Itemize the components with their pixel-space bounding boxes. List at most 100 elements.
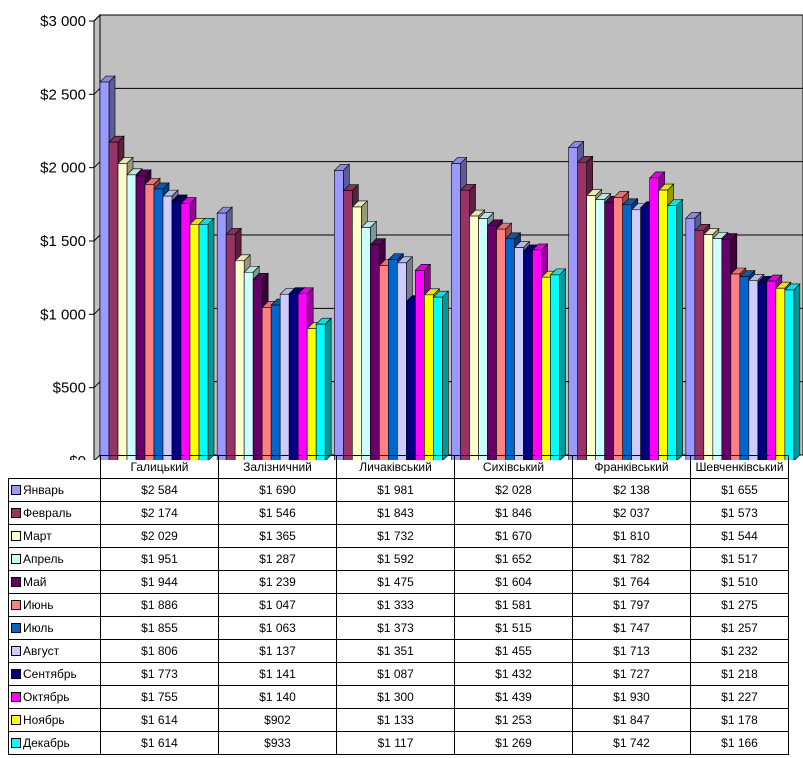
gridline-side [93,234,101,242]
data-label: $1 742 [572,731,691,755]
category-label: Галицький [100,455,219,479]
bar-front [604,201,614,460]
data-label: $933 [218,731,337,755]
bar-side [793,283,801,460]
data-label: $1 727 [572,662,691,686]
legend-swatch [11,600,21,610]
data-label: $1 732 [336,524,455,548]
bar-front [748,280,759,460]
bar-side [324,317,332,460]
data-label: $1 517 [690,547,789,571]
data-label: $1 137 [218,639,337,663]
data-label: $1 782 [572,547,691,571]
bar-front [460,189,470,460]
data-label: $1 755 [100,685,219,709]
legend-swatch [11,554,21,564]
bar-front [478,218,488,460]
bar-front [361,227,371,460]
data-label: $1 930 [572,685,691,709]
bar-front [135,175,146,460]
data-label: $2 028 [454,478,573,502]
data-label: $2 037 [572,501,691,525]
data-label: $1 475 [336,570,455,594]
bar-side [442,290,449,460]
bar-front [667,205,677,460]
data-label: $1 604 [454,570,573,594]
bar-front [712,238,723,460]
data-label: $1 166 [690,731,789,755]
bar-side [676,198,683,460]
data-label: $1 455 [454,639,573,663]
table-row: Август $1 806 $1 137 $1 351 $1 455 $1 713 $1 2… [8,639,789,663]
bars [99,75,801,460]
bar-front [685,217,696,460]
bar-front [216,212,227,460]
data-label: $1 133 [336,708,455,732]
bar-front [343,190,353,460]
bar [666,198,684,460]
y-tick-label: $2 000 [40,160,86,177]
bar-front [352,206,362,460]
bar-front [144,184,155,460]
data-label: $1 510 [690,570,789,594]
data-label: $1 087 [336,662,455,686]
data-label: $1 614 [100,708,219,732]
data-label: $1 581 [454,593,573,617]
axes [89,20,95,460]
legend-swatch [11,577,21,587]
data-label: $1 846 [454,501,573,525]
data-label: $1 546 [218,501,337,525]
legend-entry: Июнь [8,593,101,617]
bar-front [550,274,560,460]
bar-front [424,294,434,460]
legend-entry: Ноябрь [8,708,101,732]
data-label: $2 174 [100,501,219,525]
legend-entry: Октябрь [8,685,101,709]
table-row: Ноябрь $1 614 $902 $1 133 $1 253 $1 847 $1 178 [8,708,789,732]
bar-front [198,223,209,460]
data-label: $1 232 [690,639,789,663]
legend-entry: Сентябрь [8,662,101,686]
legend-swatch [11,692,21,702]
bar-front [189,223,200,460]
legend-label: Апрель [23,552,64,566]
legend-label: Август [23,644,60,658]
bar-front [261,307,272,460]
bar-front [108,141,119,460]
bar-side [207,217,215,460]
y-tick-label: $3 000 [40,13,86,30]
bar-front [415,270,425,460]
data-label: $1 747 [572,616,691,640]
data-label: $1 178 [690,708,789,732]
bar-front [505,238,515,460]
bar-front [568,147,578,460]
bar-front [613,197,623,460]
table-row: Февраль $2 174 $1 546 $1 843 $1 846 $2 037 $1 … [8,501,789,525]
data-label: $1 843 [336,501,455,525]
legend-swatch [11,623,21,633]
bar-front [757,282,768,460]
bar-front [225,233,236,460]
data-label: $1 670 [454,524,573,548]
bar-front [234,260,245,460]
data-label: $1 351 [336,639,455,663]
category-label: Сихівський [454,455,573,479]
bar [315,317,332,460]
category-label: Залізничний [218,455,337,479]
category-label: Шевченківський [690,455,789,479]
bar-front [523,250,533,460]
legend-label: Октябрь [23,690,70,704]
gridline-side [93,14,101,22]
data-label: $1 951 [100,547,219,571]
data-label: $1 764 [572,570,691,594]
bar-front [694,229,705,460]
data-label: $1 365 [218,524,337,548]
data-label: $1 287 [218,547,337,571]
bar-front [315,323,326,460]
legend-swatch [11,669,21,679]
bar-front [370,244,380,460]
data-label: $1 063 [218,616,337,640]
data-label: $1 847 [572,708,691,732]
table-row: Январь $2 584 $1 690 $1 981 $2 028 $2 138 $1 6… [8,478,789,502]
bar-front [451,163,461,460]
